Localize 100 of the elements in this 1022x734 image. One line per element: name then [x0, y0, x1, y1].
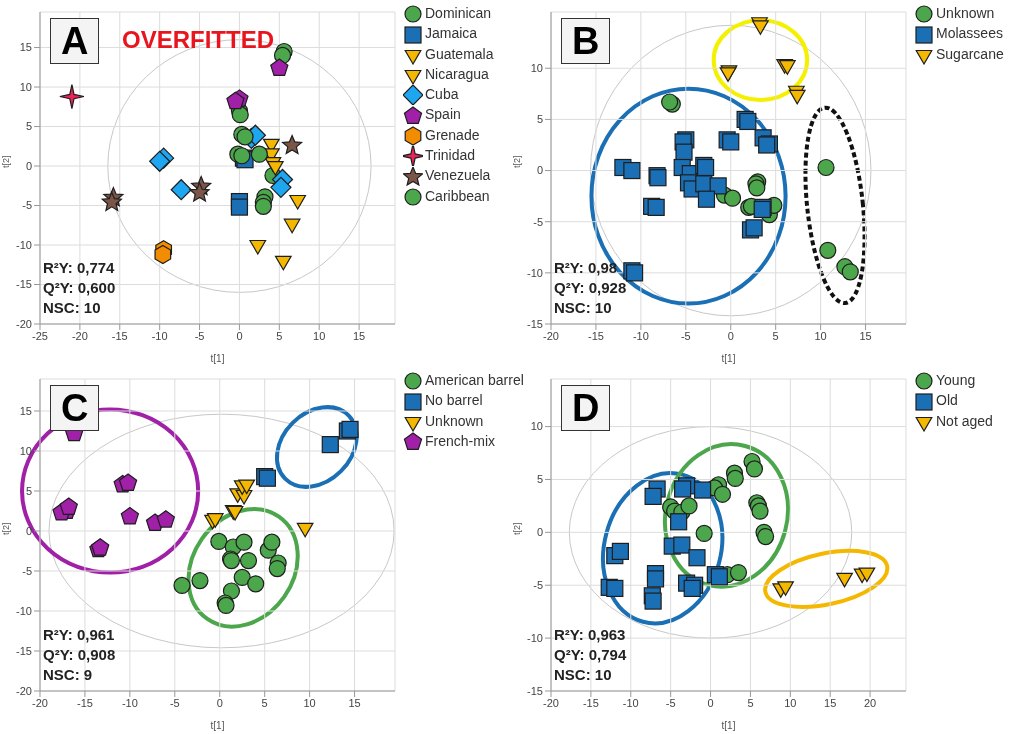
- y-tick-label: 10: [530, 62, 543, 75]
- legend-label: Unknown: [424, 411, 485, 431]
- legend-label: No barrel: [424, 391, 484, 411]
- legend-label: Guatemala: [424, 44, 494, 64]
- y-tick-label: 10: [530, 420, 543, 433]
- x-tick-label: -15: [582, 696, 599, 709]
- x-tick-label: -15: [587, 329, 604, 342]
- x-tick-label: -20: [71, 329, 88, 342]
- y-tick-label: -15: [527, 684, 543, 697]
- y-tick-label: 15: [19, 41, 32, 54]
- x-tick-label: 0: [727, 329, 734, 342]
- y-tick-label: -15: [16, 278, 32, 291]
- x-tick-label: 10: [784, 696, 797, 709]
- legend-label: Cuba: [424, 85, 460, 105]
- x-tick-label: 15: [859, 329, 872, 342]
- y-axis-title: t[2]: [512, 522, 523, 535]
- y-tick-label: -15: [527, 317, 543, 330]
- y-axis-title: t[2]: [1, 522, 12, 535]
- x-tick-label: -5: [194, 329, 205, 342]
- chart-title: A: [50, 18, 100, 64]
- x-axis-title: t[1]: [210, 720, 225, 731]
- y-tick-label: -15: [16, 644, 32, 657]
- y-tick-label: 5: [536, 473, 543, 486]
- annotation: NSC: 9: [43, 665, 94, 685]
- y-tick-label: 0: [25, 159, 32, 172]
- x-tick-label: 0: [216, 696, 223, 709]
- x-tick-label: -10: [622, 696, 639, 709]
- y-tick-label: -10: [527, 632, 543, 645]
- y-tick-label: 5: [25, 484, 32, 497]
- x-tick-label: 0: [707, 696, 714, 709]
- legend-label: Venezuela: [424, 166, 492, 186]
- x-tick-label: 5: [261, 696, 268, 709]
- text: OVERFITTED: [122, 26, 275, 54]
- legend-label: Caribbean: [424, 186, 491, 206]
- x-tick-label: -25: [32, 329, 48, 342]
- x-tick-label: 5: [276, 329, 283, 342]
- y-tick-label: 10: [19, 80, 32, 93]
- legend-label: Nicaragua: [424, 64, 490, 84]
- x-tick-label: 0: [236, 329, 243, 342]
- annotation: NSC: 10: [554, 298, 613, 318]
- legend-label: Old: [935, 391, 959, 411]
- x-axis-title: t[1]: [210, 353, 225, 364]
- legend-label: American barrel: [424, 371, 524, 390]
- legend-label: Dominican: [424, 4, 493, 23]
- x-tick-label: 20: [863, 696, 877, 709]
- annotation: Q²Y: 0,794: [554, 645, 627, 665]
- x-tick-label: -15: [111, 329, 128, 342]
- annotation: Q²Y: 0,600: [43, 278, 116, 298]
- legend-label: Grenade: [424, 125, 481, 145]
- y-tick-label: 15: [19, 404, 32, 417]
- x-tick-label: 15: [352, 329, 366, 342]
- x-tick-label: -5: [665, 696, 676, 709]
- x-tick-label: 10: [814, 329, 827, 342]
- y-tick-label: 5: [25, 120, 32, 133]
- x-axis-title: t[1]: [721, 720, 736, 731]
- legend-label: Sugarcane: [935, 44, 1004, 64]
- annotation: Q²Y: 0,928: [554, 278, 627, 298]
- y-tick-label: 0: [536, 526, 543, 539]
- x-tick-label: -15: [76, 696, 93, 709]
- chart-title: D: [561, 385, 611, 431]
- x-tick-label: -10: [632, 329, 649, 342]
- annotation: R²Y: 0,961: [43, 625, 116, 645]
- x-tick-label: -10: [121, 696, 138, 709]
- x-tick-label: 15: [824, 696, 837, 709]
- annotation: R²Y: 0,774: [43, 258, 116, 278]
- legend-label: Trinidad: [424, 146, 477, 166]
- legend-label: Not aged: [935, 411, 993, 431]
- annotation: R²Y: 0,98: [554, 258, 619, 278]
- x-tick-label: 10: [313, 329, 326, 342]
- y-axis-title: t[2]: [512, 155, 523, 168]
- legend-label: Spain: [424, 105, 462, 125]
- y-tick-label: -5: [533, 579, 543, 592]
- y-tick-label: 5: [536, 113, 543, 126]
- y-tick-label: -5: [22, 564, 32, 577]
- y-tick-label: 0: [25, 524, 32, 537]
- annotation: NSC: 10: [554, 665, 613, 685]
- y-tick-label: -20: [16, 684, 32, 697]
- x-tick-label: 10: [303, 696, 316, 709]
- y-tick-label: -5: [533, 215, 543, 228]
- y-tick-label: 0: [536, 164, 543, 177]
- y-tick-label: -20: [16, 317, 32, 330]
- annotation: NSC: 10: [43, 298, 102, 318]
- annotation: Q²Y: 0,908: [43, 645, 116, 665]
- y-tick-label: -10: [16, 604, 32, 617]
- legend-label: Young: [935, 371, 977, 390]
- x-tick-label: -5: [680, 329, 691, 342]
- y-axis-title: t[2]: [1, 155, 12, 168]
- legend-label: Molassees: [935, 24, 1004, 44]
- x-tick-label: -5: [169, 696, 180, 709]
- x-tick-label: 15: [348, 696, 361, 709]
- chart-title: B: [561, 18, 611, 64]
- legend-label: Unknown: [935, 4, 996, 23]
- y-tick-label: 10: [19, 444, 32, 457]
- y-tick-label: -10: [527, 266, 543, 279]
- x-axis-title: t[1]: [721, 353, 736, 364]
- legend-label: Jamaica: [424, 24, 479, 44]
- annotation: R²Y: 0,963: [554, 625, 627, 645]
- x-tick-label: 5: [747, 696, 754, 709]
- x-tick-label: 5: [772, 329, 779, 342]
- chart-title: C: [50, 385, 100, 431]
